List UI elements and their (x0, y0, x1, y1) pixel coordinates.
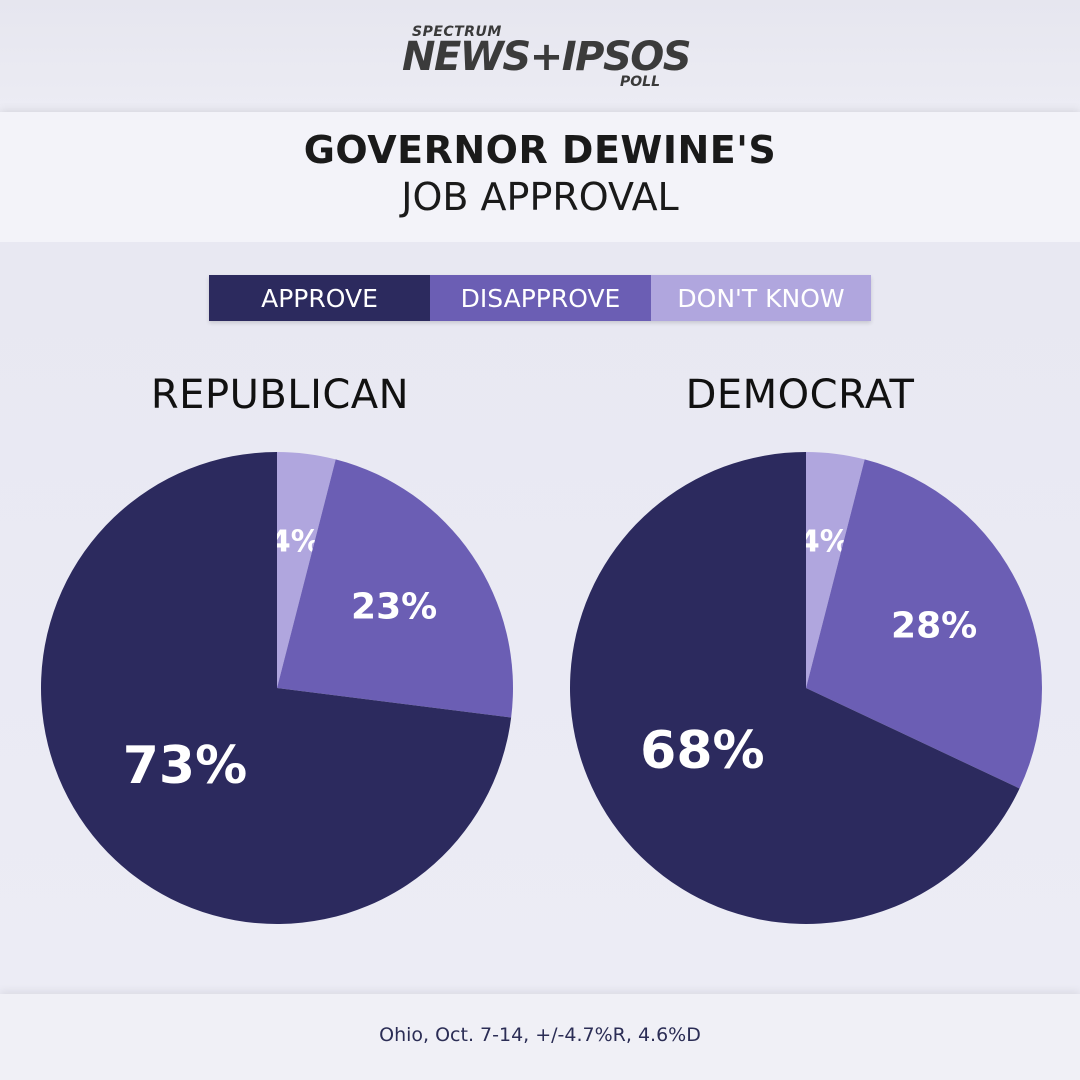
republican-pie: 4%23%73% (41, 452, 513, 924)
legend-approve-label: APPROVE (261, 283, 378, 313)
logo-poll: POLL (620, 74, 661, 90)
pie-slice-approve (570, 452, 1020, 924)
title-band (0, 112, 1080, 242)
pie-label-disapprove: 23% (351, 586, 437, 627)
pie-slice-dont-know (277, 452, 336, 688)
legend-disapprove: DISAPPROVE (430, 275, 651, 321)
logo-news-ipsos: NEWS+IPSOS (402, 34, 692, 80)
footer-band (0, 994, 1080, 1080)
legend-approve: APPROVE (209, 275, 430, 321)
legend-dont-know-label: DON'T KNOW (677, 283, 845, 313)
legend-disapprove-label: DISAPPROVE (460, 283, 621, 313)
header-band (0, 0, 1080, 112)
logo-spectrum: SPECTRUM (412, 24, 502, 40)
chart-title: GOVERNOR DEWINE'S (303, 128, 777, 172)
pie-label-approve: 68% (640, 721, 764, 781)
democrat-pie: 4%28%68% (570, 452, 1042, 924)
legend-dont-know: DON'T KNOW (651, 275, 871, 321)
democrat-label: DEMOCRAT (685, 372, 915, 418)
republican-label: REPUBLICAN (150, 372, 410, 418)
pie-slice-dont-know (806, 452, 865, 688)
pie-slice-disapprove (806, 459, 1042, 789)
pie-slice-disapprove (277, 459, 513, 718)
footnote: Ohio, Oct. 7-14, +/-4.7%R, 4.6%D (379, 1024, 701, 1046)
pie-slice-approve (41, 452, 512, 924)
chart-subtitle: JOB APPROVAL (401, 175, 679, 219)
pie-label-disapprove: 28% (891, 606, 977, 647)
logo: SPECTRUM NEWS+IPSOS POLL (0, 22, 1080, 94)
pie-label-approve: 73% (123, 736, 247, 796)
legend: APPROVE DISAPPROVE DON'T KNOW (209, 275, 871, 321)
